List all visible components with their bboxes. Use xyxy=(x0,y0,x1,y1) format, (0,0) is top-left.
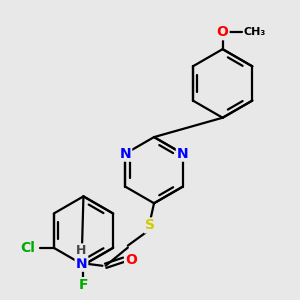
Text: H: H xyxy=(76,244,87,257)
Text: F: F xyxy=(79,278,88,292)
Text: Cl: Cl xyxy=(20,241,35,255)
Text: S: S xyxy=(145,218,155,233)
Text: CH₃: CH₃ xyxy=(244,27,266,37)
Text: N: N xyxy=(76,257,87,271)
Text: N: N xyxy=(177,147,188,160)
Text: O: O xyxy=(125,253,137,267)
Text: O: O xyxy=(217,25,229,39)
Text: N: N xyxy=(120,147,131,160)
